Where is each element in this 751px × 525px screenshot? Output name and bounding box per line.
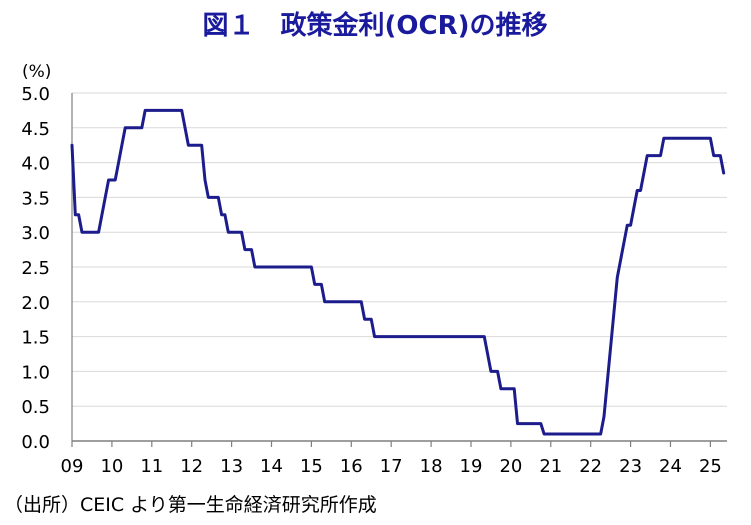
x-tick-label: 23 [619, 456, 642, 477]
x-tick-label: 20 [499, 456, 522, 477]
x-tick-label: 15 [300, 456, 323, 477]
y-tick-label: 1.5 [21, 328, 50, 349]
x-tick-label: 24 [659, 456, 682, 477]
y-axis-unit-label: (%) [22, 62, 51, 82]
x-tick-label: 11 [140, 456, 163, 477]
gridlines [72, 92, 727, 407]
y-tick-label: 5.0 [21, 84, 50, 105]
x-tick-label: 14 [260, 456, 283, 477]
x-tick-label: 12 [180, 456, 203, 477]
y-tick-label: 0.5 [21, 397, 50, 418]
y-tick-label: 4.5 [21, 119, 50, 140]
x-tick-label: 13 [220, 456, 243, 477]
x-tick-label: 17 [380, 456, 403, 477]
x-tick-label: 22 [579, 456, 602, 477]
y-tick-label: 1.0 [21, 362, 50, 383]
plot-series [70, 108, 726, 436]
y-tick-label: 4.0 [21, 154, 50, 175]
y-tick-label: 2.0 [21, 293, 50, 314]
y-tick-label: 2.5 [21, 258, 50, 279]
ocr-series-line [70, 108, 726, 436]
y-tick-label: 3.0 [21, 223, 50, 244]
x-tick-labels: 09 10 11 12 13 14 15 16 17 18 19 20 21 22 23 24 25 [61, 456, 722, 477]
x-tick-label: 10 [100, 456, 123, 477]
x-tick-label: 09 [61, 456, 84, 477]
x-tick-label: 16 [340, 456, 363, 477]
x-tick-label: 25 [699, 456, 722, 477]
x-tick-label: 21 [539, 456, 562, 477]
y-tick-label: 0.0 [21, 432, 50, 453]
y-tick-label: 3.5 [21, 188, 50, 209]
x-tick-marks [71, 441, 711, 447]
x-tick-label: 19 [460, 456, 483, 477]
x-tick-label: 18 [420, 456, 443, 477]
source-note: （出所）CEIC より第一生命経済研究所作成 [4, 494, 377, 516]
chart-title: 図１ 政策金利(OCR)の推移 [203, 10, 548, 41]
y-tick-labels: 0.0 0.5 1.0 1.5 2.0 2.5 3.0 3.5 4.0 4.5 5.0 [21, 84, 50, 453]
